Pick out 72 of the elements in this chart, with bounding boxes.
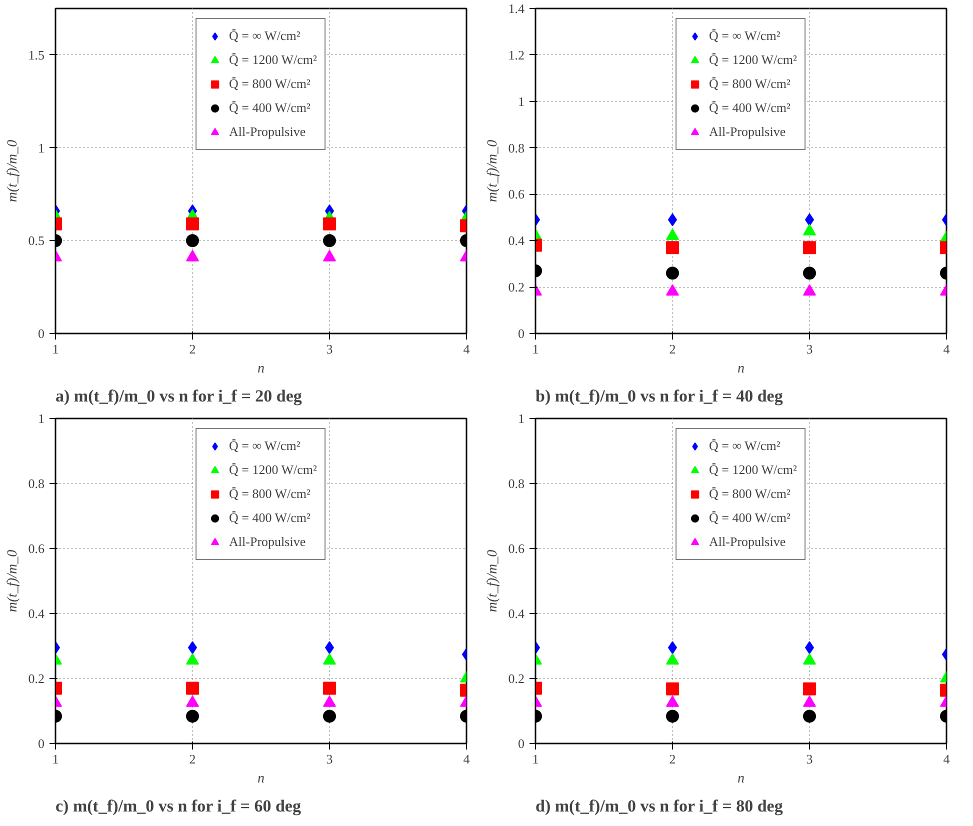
y-tick-label: 0.6 [508, 541, 525, 556]
y-tick-label: 1.2 [508, 47, 524, 62]
y-tick-label: 0.4 [508, 233, 525, 248]
x-tick-label: 3 [326, 342, 333, 356]
y-axis-title: m(t_f)/m_0 [5, 550, 20, 612]
legend-label: Q̄̇ = 800 W/cm² [709, 76, 790, 92]
legend-label: Q̄̇ = 1200 W/cm² [709, 462, 797, 478]
x-tick-label: 3 [806, 342, 813, 356]
x-tick-label: 1 [532, 752, 539, 766]
legend-label: All-Propulsive [709, 534, 786, 550]
x-tick-label: 4 [463, 752, 470, 766]
legend-label: All-Propulsive [229, 534, 306, 550]
y-tick-label: 0.5 [28, 233, 44, 248]
y-axis-title: m(t_f)/m_0 [5, 140, 20, 202]
legend-label: Q̄̇ = 1200 W/cm² [709, 52, 797, 68]
legend-label: Q̄̇ = ∞ W/cm² [709, 438, 780, 454]
text: a) m(t_f)/m_0 vs n for i_f = 20 deg [56, 386, 302, 406]
y-tick-label: 1 [518, 411, 524, 426]
x-axis-title: n [258, 772, 264, 786]
y-tick-label: 0.8 [28, 476, 44, 491]
x-tick-label: 4 [943, 342, 950, 356]
legend-label: Q̄̇ = 1200 W/cm² [229, 52, 317, 68]
y-axis-title: m(t_f)/m_0 [485, 140, 500, 202]
y-tick-label: 1 [38, 140, 44, 156]
text: d) m(t_f)/m_0 vs n for i_f = 80 deg [536, 796, 784, 816]
y-tick-label: 0 [518, 736, 524, 751]
y-tick-label: 0 [38, 326, 44, 341]
legend-label: Q̄̇ = 400 W/cm² [709, 100, 790, 116]
x-tick-label: 2 [669, 342, 676, 356]
x-tick-label: 3 [806, 752, 813, 766]
y-tick-label: 0.2 [508, 280, 524, 295]
legend-label: Q̄̇ = 400 W/cm² [709, 510, 790, 526]
y-tick-label: 0.2 [508, 671, 524, 686]
legend-label: Q̄̇ = 800 W/cm² [229, 486, 310, 502]
y-tick-label: 1.4 [508, 1, 525, 16]
x-axis-title: n [738, 772, 744, 786]
y-tick-label: 0.4 [508, 606, 525, 621]
legend-label: Q̄̇ = ∞ W/cm² [709, 28, 780, 44]
x-tick-label: 1 [52, 752, 59, 766]
x-tick-label: 2 [669, 752, 676, 766]
legend-label: Q̄̇ = ∞ W/cm² [229, 438, 300, 454]
x-tick-label: 3 [326, 752, 333, 766]
y-tick-label: 0 [38, 736, 44, 751]
y-tick-label: 0.6 [28, 541, 45, 556]
legend-label: Q̄̇ = 400 W/cm² [229, 510, 310, 526]
x-axis-title: n [738, 362, 744, 376]
text: b) m(t_f)/m_0 vs n for i_f = 40 deg [536, 386, 784, 406]
x-tick-label: 2 [189, 342, 196, 356]
legend-label: All-Propulsive [709, 124, 786, 140]
y-tick-label: 1 [518, 94, 524, 109]
x-axis-title: n [258, 362, 264, 376]
x-tick-label: 1 [532, 342, 539, 356]
legend-label: Q̄̇ = 800 W/cm² [709, 486, 790, 502]
legend-label: Q̄̇ = 400 W/cm² [229, 100, 310, 116]
x-tick-label: 4 [943, 752, 950, 766]
legend-label: Q̄̇ = ∞ W/cm² [229, 28, 300, 44]
y-tick-label: 0.4 [28, 606, 45, 621]
y-tick-label: 1 [38, 411, 44, 426]
y-tick-label: 0 [518, 326, 524, 341]
y-tick-label: 0.8 [508, 140, 524, 156]
legend-label: Q̄̇ = 1200 W/cm² [229, 462, 317, 478]
y-tick-label: 0.6 [508, 186, 525, 202]
y-tick-label: 1.5 [28, 47, 44, 62]
legend-label: Q̄̇ = 800 W/cm² [229, 76, 310, 92]
y-tick-label: 0.2 [28, 671, 44, 686]
text: c) m(t_f)/m_0 vs n for i_f = 60 deg [56, 796, 302, 816]
x-tick-label: 4 [463, 342, 470, 356]
legend-label: All-Propulsive [229, 124, 306, 140]
x-tick-label: 1 [52, 342, 59, 356]
x-tick-label: 2 [189, 752, 196, 766]
y-axis-title: m(t_f)/m_0 [485, 550, 500, 612]
y-tick-label: 0.8 [508, 476, 524, 491]
